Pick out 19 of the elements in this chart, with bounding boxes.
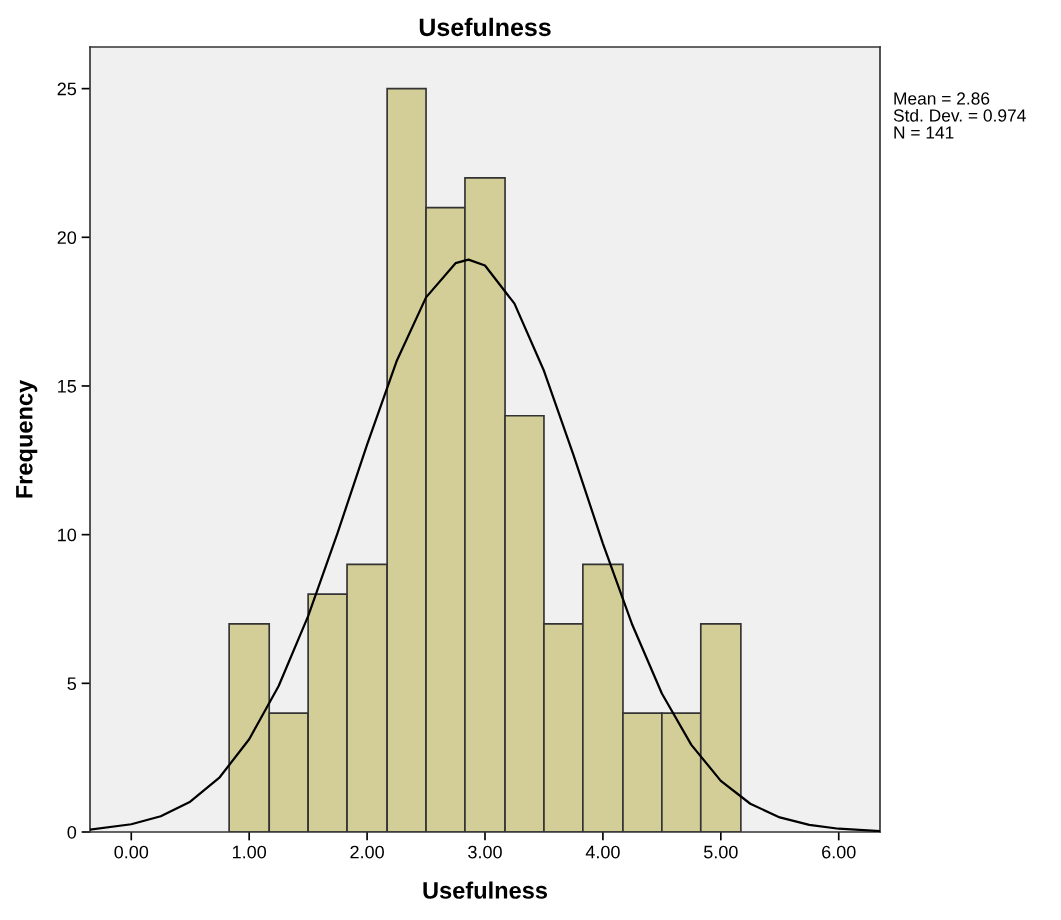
y-tick-label: 5	[67, 677, 77, 691]
x-tick-label: 5.00	[703, 845, 738, 859]
text: N = 141	[894, 126, 954, 139]
text: Std. Dev. = 0.974	[893, 108, 1026, 122]
y-tick-label: 15	[58, 380, 77, 393]
y-tick-label: 25	[57, 82, 77, 96]
x-tick-label: 2.00	[350, 845, 384, 859]
x-tick-label: 4.00	[585, 845, 620, 859]
chart-title: Usefulness	[419, 17, 551, 37]
y-axis-title: Frequency	[16, 379, 38, 498]
y-tick-label: 10	[58, 528, 77, 542]
x-tick-label: 1.00	[232, 845, 267, 859]
x-axis-title: Usefulness	[423, 881, 548, 899]
text: Mean = 2.86	[894, 92, 990, 105]
y-tick-label: 20	[57, 231, 77, 245]
x-tick-label: 0.00	[114, 845, 149, 859]
y-tick-label: 0	[67, 825, 77, 839]
x-tick-label: 6.00	[822, 845, 856, 859]
x-tick-label: 3.00	[468, 845, 502, 859]
